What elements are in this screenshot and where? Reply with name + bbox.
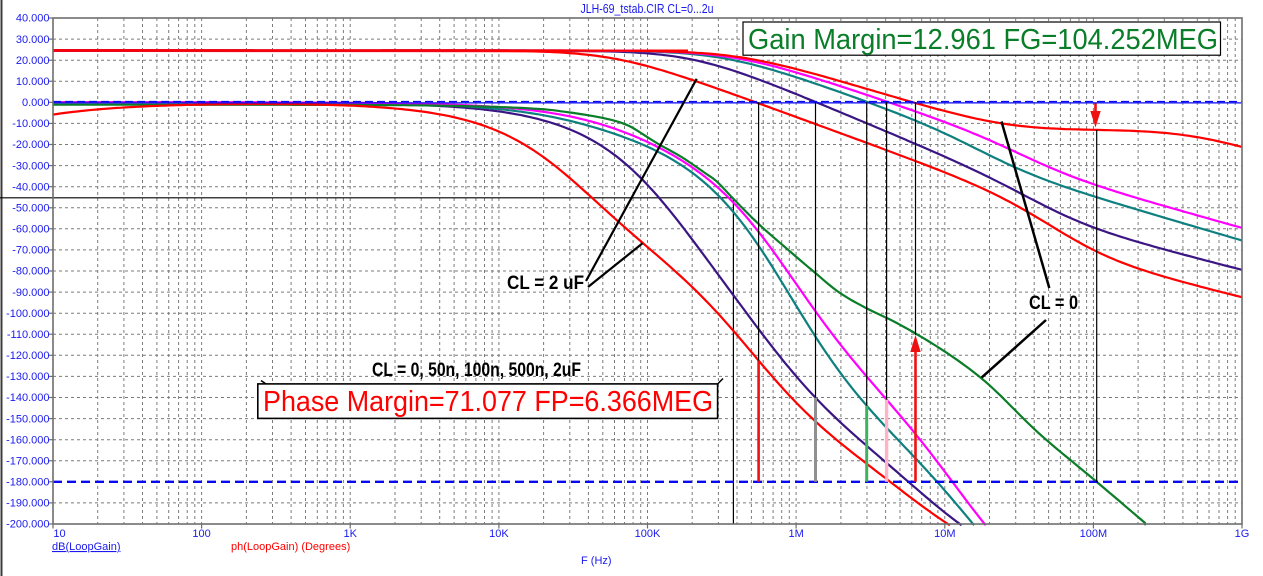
svg-text:CL = 2 uF: CL = 2 uF <box>507 273 584 294</box>
svg-text:0.000: 0.000 <box>22 97 50 109</box>
svg-text:Gain Margin=12.961 FG=104.252M: Gain Margin=12.961 FG=104.252MEG <box>748 24 1218 56</box>
svg-text:-110.000: -110.000 <box>7 329 50 341</box>
svg-text:-180.000: -180.000 <box>6 477 49 489</box>
svg-text:CL = 0, 50n, 100n, 500n, 2uF: CL = 0, 50n, 100n, 500n, 2uF <box>372 360 581 381</box>
svg-text:40.000: 40.000 <box>16 13 50 25</box>
svg-text:-170.000: -170.000 <box>6 455 49 467</box>
svg-text:-80.000: -80.000 <box>12 266 49 278</box>
svg-text:-60.000: -60.000 <box>12 224 49 236</box>
svg-text:100: 100 <box>192 528 210 540</box>
svg-text:-190.000: -190.000 <box>6 498 49 510</box>
svg-text:-130.000: -130.000 <box>6 371 49 383</box>
svg-text:100K: 100K <box>635 528 661 540</box>
svg-text:-150.000: -150.000 <box>6 413 49 425</box>
svg-text:1M: 1M <box>788 528 803 540</box>
svg-text:ph(LoopGain) (Degrees): ph(LoopGain) (Degrees) <box>231 541 350 553</box>
svg-text:-30.000: -30.000 <box>12 160 49 172</box>
svg-text:-120.000: -120.000 <box>6 350 49 362</box>
svg-text:-10.000: -10.000 <box>12 118 49 130</box>
svg-text:1G: 1G <box>1235 528 1250 540</box>
svg-text:-160.000: -160.000 <box>6 434 49 446</box>
svg-text:30.000: 30.000 <box>16 34 50 46</box>
svg-text:-140.000: -140.000 <box>6 392 49 404</box>
svg-text:Phase Margin=71.077 FP=6.366ME: Phase Margin=71.077 FP=6.366MEG <box>263 386 713 418</box>
svg-text:10.000: 10.000 <box>16 76 50 88</box>
svg-text:-200.000: -200.000 <box>6 519 49 531</box>
svg-text:100M: 100M <box>1080 528 1108 540</box>
svg-text:1K: 1K <box>343 528 357 540</box>
svg-text:-100.000: -100.000 <box>6 308 49 320</box>
svg-text:10: 10 <box>53 528 65 540</box>
svg-text:F (Hz): F (Hz) <box>581 555 612 567</box>
svg-text:dB(LoopGain): dB(LoopGain) <box>52 541 121 553</box>
svg-text:JLH-69_tstab.CIR CL=0...2u: JLH-69_tstab.CIR CL=0...2u <box>581 1 714 16</box>
svg-text:10K: 10K <box>489 528 509 540</box>
svg-text:-90.000: -90.000 <box>12 287 49 299</box>
svg-text:-40.000: -40.000 <box>12 181 49 193</box>
svg-text:-50.000: -50.000 <box>12 202 49 214</box>
svg-text:-70.000: -70.000 <box>12 245 49 257</box>
svg-text:20.000: 20.000 <box>16 55 50 67</box>
svg-text:10M: 10M <box>934 528 955 540</box>
svg-text:-20.000: -20.000 <box>12 139 49 151</box>
svg-text:CL = 0: CL = 0 <box>1029 293 1078 314</box>
